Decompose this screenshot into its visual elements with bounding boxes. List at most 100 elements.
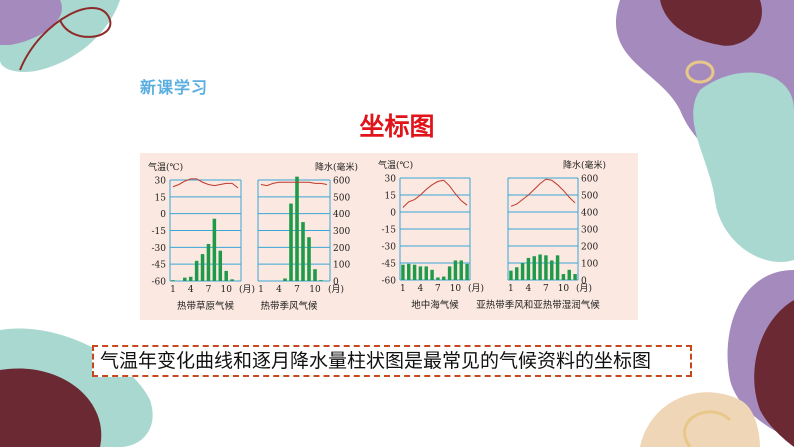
x-tick-label: 7 (543, 284, 549, 294)
x-tick-label: 4 (276, 285, 282, 295)
temp-axis-label: 气温(℃) (378, 159, 413, 171)
section-label: 新课学习 (140, 78, 209, 97)
precip-tick-label: 600 (581, 175, 598, 185)
temp-tick-label: -30 (382, 243, 397, 253)
slide-title: 坐标图 (359, 112, 435, 141)
precip-bar (200, 254, 205, 281)
x-unit-label: (月) (239, 284, 255, 295)
x-unit-label: (月) (328, 284, 344, 295)
precip-bar (206, 243, 211, 281)
temp-tick-label: -15 (152, 227, 167, 237)
precip-bar (509, 270, 513, 280)
precip-bar (538, 254, 542, 280)
precip-axis-label: 降水(毫米) (315, 161, 358, 173)
precip-bar (555, 255, 560, 280)
precip-bar (194, 260, 199, 281)
x-tick-label: 1 (258, 285, 264, 295)
precip-bar (412, 264, 417, 280)
x-tick-label: 1 (508, 284, 514, 294)
precip-bar (573, 274, 577, 280)
precip-bar (550, 260, 554, 280)
precip-bar (218, 250, 223, 281)
x-tick-label: 10 (309, 285, 321, 295)
precip-tick-label: 500 (333, 193, 350, 203)
blob-bottom-right-beige (640, 392, 760, 447)
curve-top-left (19, 7, 112, 71)
temp-tick-label: -45 (152, 261, 167, 271)
precip-bar (532, 256, 536, 280)
precip-bar (224, 270, 228, 281)
x-tick-label: 4 (526, 284, 532, 294)
precip-bar (295, 176, 299, 281)
precip-tick-label: 100 (581, 260, 598, 270)
precip-bar (544, 255, 548, 280)
x-tick-label: 4 (418, 284, 424, 294)
precip-bar (407, 263, 411, 280)
precip-tick-label: 400 (581, 209, 598, 219)
x-tick-label: 7 (206, 285, 212, 295)
precip-bar (418, 266, 423, 280)
temp-tick-label: 15 (385, 192, 397, 202)
x-tick-label: 7 (294, 285, 300, 295)
precip-tick-label: 300 (333, 227, 350, 237)
precip-bar (515, 267, 519, 280)
temperature-line (172, 178, 239, 189)
temp-tick-label: 15 (155, 193, 167, 203)
precip-tick-label: 200 (581, 243, 598, 253)
precip-bar (459, 260, 463, 280)
precip-bar (313, 269, 317, 281)
x-tick-label: 10 (558, 284, 570, 294)
blob-bottom-right-maroon (754, 300, 794, 447)
precip-bar (188, 276, 193, 281)
precip-bar (183, 277, 187, 281)
temperature-line (260, 181, 328, 187)
precip-tick-label: 0 (333, 278, 339, 288)
temp-tick-label: -60 (382, 277, 397, 287)
precip-bar (401, 264, 405, 280)
precip-bar (561, 274, 566, 280)
temp-tick-label: -30 (152, 244, 167, 254)
curve-bottom-right (683, 410, 732, 447)
precip-tick-label: 400 (333, 210, 350, 220)
temp-tick-label: -15 (382, 226, 397, 236)
precip-bar (301, 222, 305, 281)
precip-bar (424, 266, 428, 280)
temp-tick-label: -45 (382, 260, 397, 270)
precip-tick-label: 100 (333, 261, 350, 271)
temp-axis-label: 气温(℃) (148, 161, 183, 173)
temperature-line (510, 178, 576, 207)
chart-name: 热带季风气候 (260, 300, 318, 312)
precip-axis-label: 降水(毫米) (563, 159, 606, 171)
chart-name: 热带草原气候 (177, 300, 235, 312)
precip-bar (319, 280, 323, 281)
x-tick-label: 10 (450, 284, 462, 294)
x-tick-label: 10 (220, 285, 232, 295)
precip-bar (283, 278, 287, 281)
precip-bar (171, 280, 175, 281)
temp-tick-label: 0 (160, 210, 166, 220)
chart-name: 亚热带季风和亚热带湿润气候 (476, 299, 600, 311)
precip-bar (436, 277, 440, 280)
precip-tick-label: 500 (581, 192, 598, 202)
ring-top-right (685, 60, 715, 84)
precip-tick-label: 600 (333, 177, 350, 187)
chart-name: 地中海气候 (411, 299, 459, 311)
x-unit-label: (月) (576, 283, 592, 294)
precip-bar (447, 266, 452, 280)
precip-bar (442, 276, 446, 280)
precip-bar (289, 203, 293, 281)
precip-tick-label: 0 (581, 277, 587, 287)
blob-bottom-maroon (0, 368, 102, 447)
x-tick-label: 1 (400, 284, 406, 294)
precip-bar (526, 257, 531, 280)
x-unit-label: (月) (468, 283, 484, 294)
precip-tick-label: 200 (333, 244, 350, 254)
blob-top-right-maroon (660, 0, 762, 46)
precip-bar (465, 263, 469, 280)
x-tick-label: 4 (188, 285, 194, 295)
x-tick-label: 1 (170, 285, 176, 295)
precip-bar (430, 269, 434, 280)
temp-tick-label: 30 (385, 175, 397, 185)
